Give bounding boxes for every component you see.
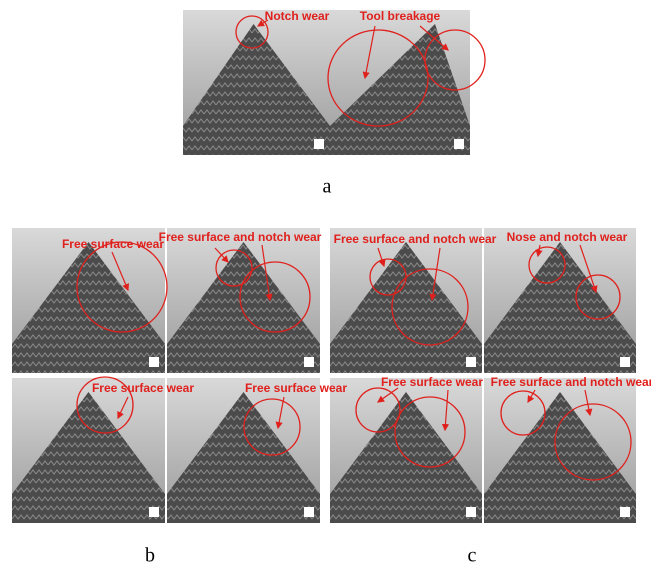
annotation: Free surface and notch wear	[491, 375, 651, 389]
annotation: Free surface wear	[62, 237, 164, 251]
panel-label: b	[145, 545, 155, 567]
scale-icon	[314, 139, 324, 149]
annotation: Free surface and notch wear	[159, 230, 322, 244]
scale-icon	[620, 357, 630, 367]
scale-icon	[466, 507, 476, 517]
panel-label: a	[323, 176, 332, 198]
scale-icon	[304, 507, 314, 517]
annotation: Free surface wear	[245, 381, 347, 395]
figure: Notch wear Tool breakage Free surface we…	[0, 0, 651, 572]
annotation: Free surface wear	[381, 375, 483, 389]
sem-images	[12, 10, 636, 523]
scale-icon	[304, 357, 314, 367]
scale-icon	[149, 507, 159, 517]
annotation: Free surface and notch wear	[334, 232, 497, 246]
panel-label: c	[468, 545, 477, 567]
scale-icon	[454, 139, 464, 149]
scale-icon	[149, 357, 159, 367]
annotation: Tool breakage	[360, 9, 441, 23]
annotation: Free surface wear	[92, 381, 194, 395]
annotation: Notch wear	[265, 9, 330, 23]
annotation: Nose and notch wear	[507, 230, 628, 244]
scale-icon	[466, 357, 476, 367]
scale-icon	[620, 507, 630, 517]
